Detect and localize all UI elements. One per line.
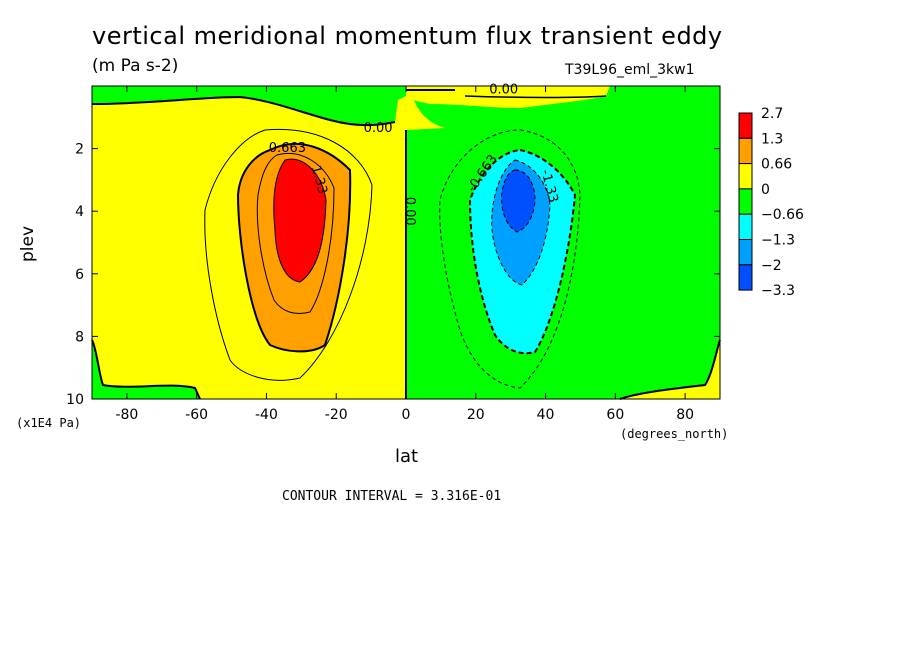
x-tick-label: 40	[537, 407, 555, 423]
x-tick-label: -60	[185, 407, 208, 423]
contour-zero-top-far-right	[464, 95, 607, 99]
x-tick-label: 20	[467, 407, 485, 423]
colorbar-label: −1.3	[761, 233, 795, 249]
colorbar-swatch	[738, 137, 753, 165]
colorbar-label: −3.3	[761, 283, 795, 299]
contour-north-0p66	[468, 148, 577, 355]
x-tick-label: 60	[606, 407, 624, 423]
contour-south-0p33	[204, 128, 373, 381]
colorbar-swatch	[738, 112, 753, 139]
contour-label: 0.663	[269, 141, 306, 156]
x-tick-label: -20	[325, 407, 348, 423]
colorbar-swatch	[738, 264, 753, 291]
x-tick-label: 80	[676, 407, 694, 423]
x-tick-group: -80 -60 -40 -20 0 20 40 60 80	[115, 86, 694, 423]
fill-top-right-green	[610, 86, 720, 99]
chart-title: vertical meridional momentum flux transi…	[92, 22, 723, 50]
colorbar-label: 1.3	[761, 131, 783, 147]
colorbar-label: 2.7	[761, 106, 783, 122]
contour-south-0p66	[236, 142, 352, 353]
colorbar-label: −2	[761, 258, 782, 274]
colorbar-label: 0	[761, 182, 770, 198]
fill-bottom-yellow-north	[620, 340, 720, 399]
fill-dark-blue-core	[501, 170, 535, 232]
y-tick-label: 2	[75, 142, 84, 158]
fill-yellow-wedge	[406, 96, 445, 130]
y-tick-label: 8	[75, 329, 84, 345]
contour-label: 1.33	[308, 164, 330, 196]
contour-north-2p0	[501, 169, 536, 233]
contour-label: 0.00	[402, 197, 417, 226]
contour-zero-bottom-south	[91, 339, 201, 400]
contour-label: 0.00	[489, 82, 518, 97]
contour-zero-top	[91, 95, 396, 127]
contour-north-0p33	[439, 129, 581, 389]
contour-north-1p33	[491, 159, 551, 286]
colorbar-swatch	[738, 163, 753, 190]
y-tick-label: 4	[75, 204, 84, 220]
x-tick-label: 0	[402, 407, 411, 423]
contour-south-1p0	[256, 153, 335, 314]
colorbar-swatch	[738, 213, 753, 240]
fill-red-core	[273, 159, 326, 282]
contour-interval-note: CONTOUR INTERVAL = 3.316E-01	[282, 489, 502, 504]
contour-zero-bottom-north	[619, 339, 721, 400]
colorbar-swatch	[738, 239, 753, 266]
colorbar-swatch	[738, 188, 753, 215]
y-tick-group: 2 4 6 8 10	[66, 142, 720, 408]
contour-south-1p33	[273, 158, 327, 283]
x-axis-label: lat	[395, 446, 419, 467]
colorbar-label: 0.66	[761, 157, 792, 173]
x-tick-label: -40	[255, 407, 278, 423]
y-tick-label: 6	[75, 267, 84, 283]
colorbar-label: −0.66	[761, 207, 804, 223]
units-label: (m Pa s-2)	[92, 56, 179, 76]
y-tick-label: 10	[66, 392, 84, 408]
fill-top-green-south	[92, 86, 406, 126]
contour-label: 0.00	[364, 121, 393, 136]
run-label: T39L96_eml_3kw1	[565, 62, 695, 78]
y-axis-units: (x1E4 Pa)	[16, 416, 82, 430]
x-tick-label: -80	[115, 407, 138, 423]
colorbar: 2.7 1.3 0.66 0 −0.66 −1.3 −2 −3.3	[738, 106, 804, 299]
x-axis-units: (degrees_north)	[620, 427, 729, 441]
